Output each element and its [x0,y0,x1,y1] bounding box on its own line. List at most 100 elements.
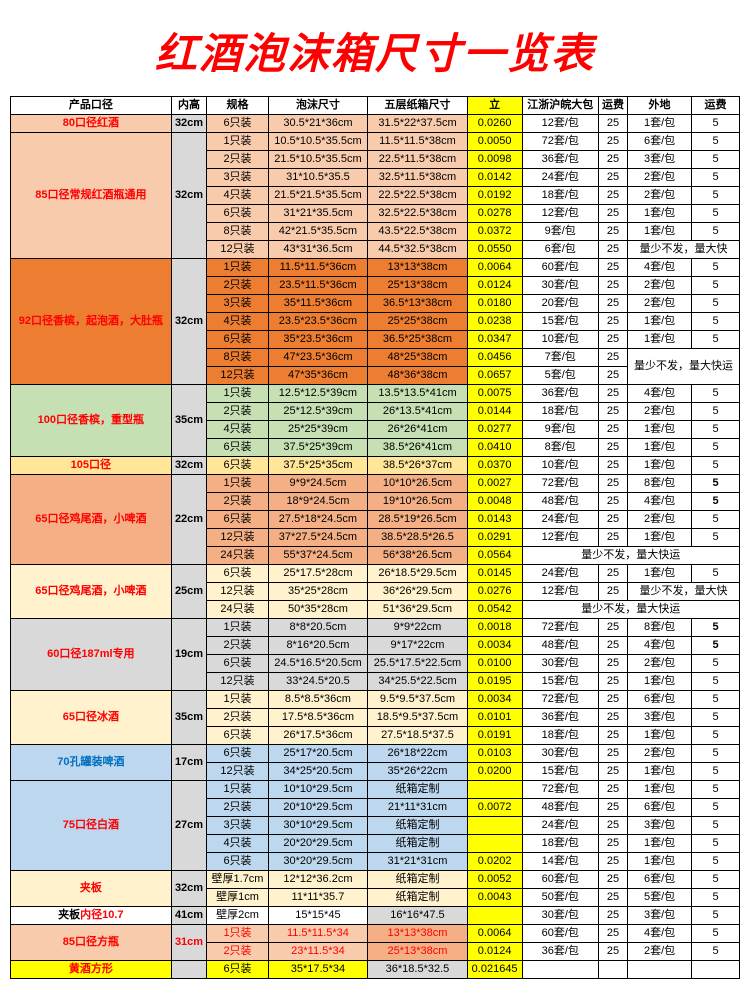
pack-cell: 60套/包 [522,259,598,277]
fee1-cell: 25 [598,457,627,475]
foam-cell: 23*11.5*34 [268,943,368,961]
volume-cell: 0.0064 [467,259,522,277]
spec-cell: 6只装 [207,115,268,133]
pack-cell: 6套/包 [522,241,598,259]
box-cell: 22.5*22.5*38cm [368,187,468,205]
out-cell: 3套/包 [628,709,692,727]
volume-cell: 0.0564 [467,547,522,565]
height-cell: 17cm [171,745,207,781]
fee2-cell: 5 [692,295,740,313]
fee1-cell: 25 [598,349,627,367]
height-cell: 32cm [171,133,207,259]
height-cell: 32cm [171,871,207,907]
pack-cell: 12套/包 [522,529,598,547]
fee2-cell: 5 [692,781,740,799]
table-row: 92口径香槟，起泡酒，大肚瓶32cm1只装11.5*11.5*36cm13*13… [11,259,740,277]
volume-cell: 0.0550 [467,241,522,259]
box-cell: 27.5*18.5*37.5 [368,727,468,745]
spec-cell: 2只装 [207,709,268,727]
spec-cell: 2只装 [207,637,268,655]
out-cell: 1套/包 [628,763,692,781]
fee2-cell: 5 [692,205,740,223]
box-cell: 13.5*13.5*41cm [368,385,468,403]
pack-cell: 量少不发，量大快运 [522,601,739,619]
fee2-cell: 5 [692,457,740,475]
foam-cell: 21.5*21.5*35.5cm [268,187,368,205]
fee1-cell: 25 [598,853,627,871]
pack-cell: 8套/包 [522,439,598,457]
pack-cell: 5套/包 [522,367,598,385]
foam-cell: 21.5*10.5*35.5cm [268,151,368,169]
foam-cell: 42*21.5*35.5cm [268,223,368,241]
foam-cell: 35*17.5*34 [268,961,368,979]
spec-cell: 8只装 [207,349,268,367]
box-cell: 18.5*9.5*37.5cm [368,709,468,727]
spec-cell: 1只装 [207,925,268,943]
spec-cell: 壁厚1cm [207,889,268,907]
pack-cell: 10套/包 [522,331,598,349]
out-cell: 6套/包 [628,799,692,817]
spec-cell: 3只装 [207,295,268,313]
foam-cell: 35*11.5*36cm [268,295,368,313]
volume-cell: 0.0052 [467,871,522,889]
volume-cell: 0.021645 [467,961,522,979]
spec-cell: 8只装 [207,223,268,241]
box-cell: 22.5*11.5*38cm [368,151,468,169]
spec-cell: 4只装 [207,187,268,205]
table-row: 夹板内径10.741cm壁厚2cm15*15*4516*16*47.530套/包… [11,907,740,925]
pack-cell: 9套/包 [522,223,598,241]
box-cell: 51*36*29.5cm [368,601,468,619]
fee1-cell: 25 [598,943,627,961]
box-cell: 纸箱定制 [368,889,468,907]
fee2-cell: 5 [692,259,740,277]
spec-cell: 1只装 [207,385,268,403]
volume-cell: 0.0180 [467,295,522,313]
foam-cell: 23.5*11.5*36cm [268,277,368,295]
spec-cell: 1只装 [207,259,268,277]
box-cell: 36*26*29.5cm [368,583,468,601]
category-cell: 黄酒方形 [11,961,172,979]
volume-cell: 0.0064 [467,925,522,943]
spec-cell: 6只装 [207,961,268,979]
fee2-cell: 5 [692,907,740,925]
box-cell: 34*25.5*22.5cm [368,673,468,691]
fee1-cell: 25 [598,673,627,691]
pack-cell: 24套/包 [522,817,598,835]
pack-cell: 72套/包 [522,475,598,493]
spec-cell: 1只装 [207,133,268,151]
spec-cell: 6只装 [207,511,268,529]
volume-cell: 0.0098 [467,151,522,169]
box-cell: 48*36*38cm [368,367,468,385]
fee1-cell: 25 [598,133,627,151]
pack-cell: 50套/包 [522,889,598,907]
foam-cell: 33*24.5*20.5 [268,673,368,691]
spec-cell: 12只装 [207,673,268,691]
foam-cell: 25*25*39cm [268,421,368,439]
fee1-cell: 25 [598,637,627,655]
table-row: 100口径香槟，重型瓶35cm1只装12.5*12.5*39cm13.5*13.… [11,385,740,403]
pack-cell: 15套/包 [522,313,598,331]
volume-cell: 0.0145 [467,565,522,583]
fee2-cell: 5 [692,925,740,943]
volume-cell: 0.0200 [467,763,522,781]
foam-cell: 12.5*12.5*39cm [268,385,368,403]
height-cell: 35cm [171,385,207,457]
volume-cell: 0.0238 [467,313,522,331]
pack-cell: 12套/包 [522,115,598,133]
pack-cell: 72套/包 [522,619,598,637]
out-cell: 1套/包 [628,727,692,745]
volume-cell: 0.0124 [467,277,522,295]
box-cell: 31.5*22*37.5cm [368,115,468,133]
height-cell: 41cm [171,907,207,925]
foam-cell: 35*25*28cm [268,583,368,601]
spec-cell: 1只装 [207,691,268,709]
out-cell: 3套/包 [628,151,692,169]
foam-cell: 31*10.5*35.5 [268,169,368,187]
table-row: 65口径鸡尾酒，小啤酒22cm1只装9*9*24.5cm10*10*26.5cm… [11,475,740,493]
spec-cell: 12只装 [207,529,268,547]
fee1-cell: 25 [598,727,627,745]
fee1-cell: 25 [598,205,627,223]
spec-cell: 12只装 [207,367,268,385]
fee2-cell: 5 [692,853,740,871]
foam-cell: 11*11*35.7 [268,889,368,907]
